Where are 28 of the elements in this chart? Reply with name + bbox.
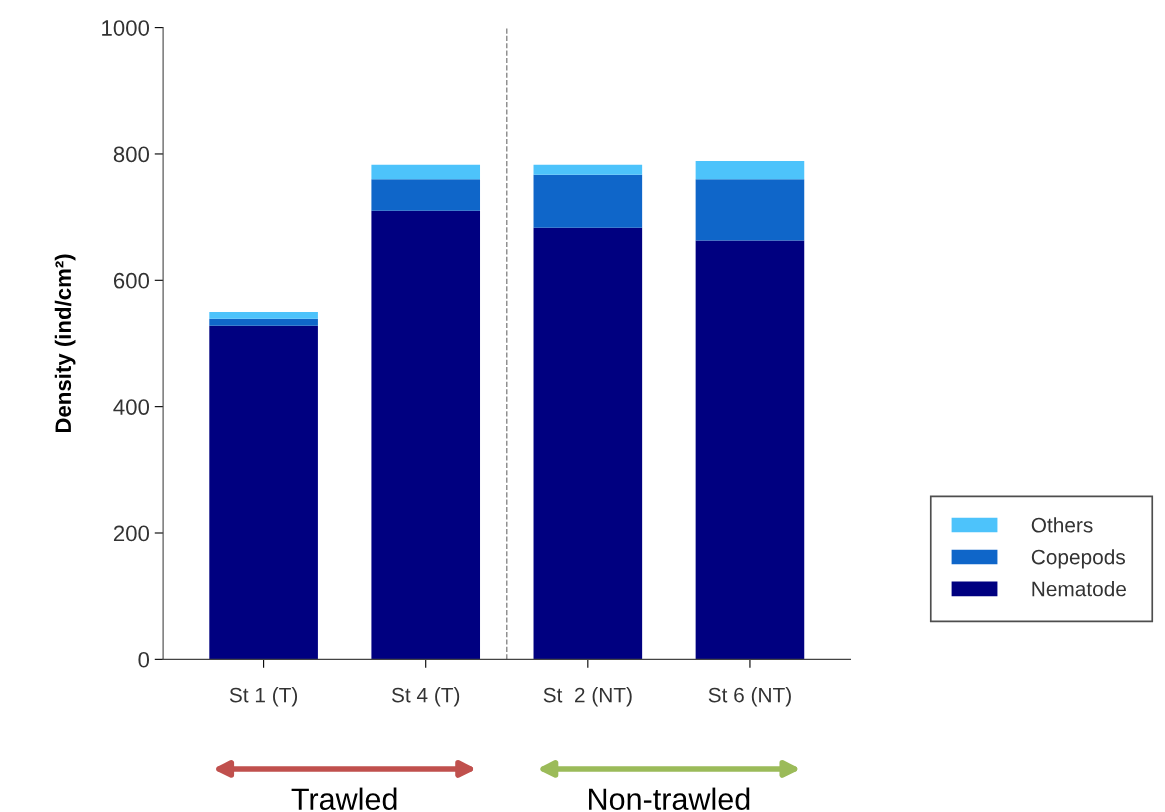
bar [533,174,643,228]
bar [371,179,481,211]
bar [695,240,805,660]
y-tick-label: 400 [113,399,150,415]
bar [533,164,643,175]
bar [209,311,318,319]
y-tick-label: 800 [113,146,150,163]
legend-label: Others [1031,517,1093,533]
x-tick-label: St 1 (T) [229,687,298,707]
bar [695,179,805,241]
y-tick-label: 600 [113,272,150,289]
legend-label: Nematode [1032,581,1126,597]
bar [371,164,481,180]
bar [533,227,643,660]
y-tick-label: 1000 [102,20,150,36]
bar [209,325,318,660]
bar [695,160,805,180]
y-tick-label: 0 [138,651,150,668]
bar [371,210,481,660]
x-tick-label: St 6 (NT) [708,687,791,707]
text: Non-trawled [589,787,750,811]
y-tick-label: 200 [113,525,150,542]
text: Trawled [291,787,397,811]
bar [209,318,318,326]
y-axis-title: Density (ind/cm²) [54,254,76,433]
x-tick-label: St 4 (T) [391,687,460,707]
legend-label: Copepods [1031,549,1125,569]
x-tick-label: St 2 (NT) [543,687,632,707]
